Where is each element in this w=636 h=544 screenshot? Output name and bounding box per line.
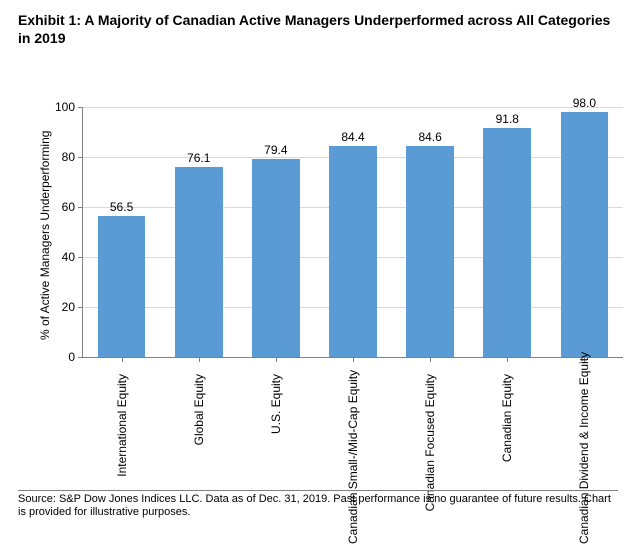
bar-value-label: 98.0	[573, 96, 596, 110]
bar	[483, 128, 531, 358]
y-tick-label: 80	[45, 150, 75, 164]
x-tick-mark	[276, 357, 277, 362]
x-tick-mark	[507, 357, 508, 362]
x-tick-mark	[353, 357, 354, 362]
x-tick-mark	[199, 357, 200, 362]
bar	[329, 146, 377, 357]
y-tick-label: 60	[45, 200, 75, 214]
bar-value-label: 91.8	[496, 112, 519, 126]
y-tick-mark	[78, 207, 83, 208]
y-tick-mark	[78, 307, 83, 308]
y-tick-label: 0	[45, 350, 75, 364]
y-tick-mark	[78, 357, 83, 358]
source-note: Source: S&P Dow Jones Indices LLC. Data …	[18, 490, 618, 521]
bar	[175, 167, 223, 357]
bar	[561, 112, 609, 357]
bar-value-label: 76.1	[187, 151, 210, 165]
bar	[406, 146, 454, 358]
bar-value-label: 56.5	[110, 200, 133, 214]
chart-container: Exhibit 1: A Majority of Canadian Active…	[0, 0, 636, 526]
chart-title: Exhibit 1: A Majority of Canadian Active…	[18, 12, 618, 47]
bar	[252, 159, 300, 358]
bar-value-label: 79.4	[264, 143, 287, 157]
grid-line	[83, 107, 623, 108]
bar	[98, 216, 146, 357]
y-tick-label: 20	[45, 300, 75, 314]
y-tick-mark	[78, 157, 83, 158]
y-tick-label: 100	[45, 100, 75, 114]
x-tick-mark	[122, 357, 123, 362]
plot-area: 02040608010056.5International Equity76.1…	[82, 107, 623, 358]
y-tick-mark	[78, 257, 83, 258]
y-tick-label: 40	[45, 250, 75, 264]
y-tick-mark	[78, 107, 83, 108]
bar-value-label: 84.4	[341, 130, 364, 144]
x-tick-mark	[430, 357, 431, 362]
bar-value-label: 84.6	[418, 130, 441, 144]
